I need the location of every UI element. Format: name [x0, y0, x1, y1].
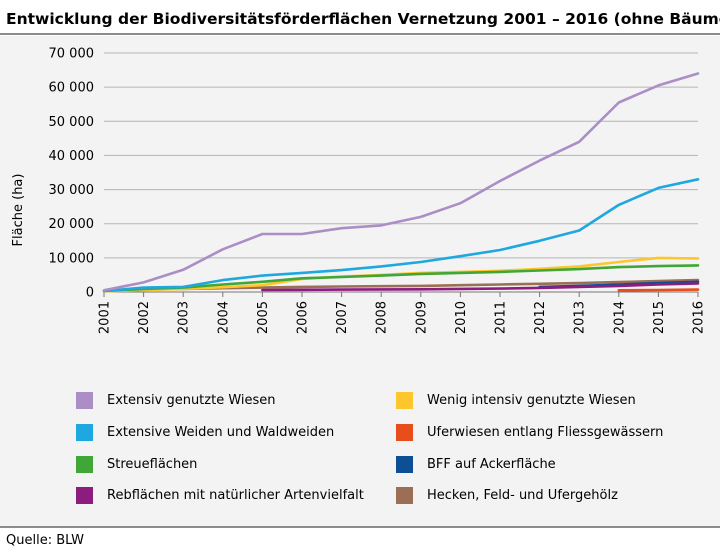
- series-line: [617, 288, 700, 292]
- legend-label: Uferwiesen entlang Fliessgewässern: [427, 424, 664, 440]
- legend-item: Hecken, Feld- und Ufergehölz: [396, 485, 618, 505]
- legend-swatch: [76, 423, 93, 441]
- x-tick-label: 2014: [612, 301, 627, 334]
- legend-swatch: [76, 486, 93, 504]
- legend-swatch: [76, 391, 93, 409]
- legend-swatch: [76, 455, 93, 473]
- legend-item: BFF auf Ackerfläche: [396, 454, 556, 474]
- x-tick-label: 2013: [573, 301, 588, 334]
- x-tick-label: 2007: [335, 301, 350, 334]
- y-axis: 0 10 000 20 000 30 000 40 000 50 000 60 000 70 …: [49, 47, 95, 301]
- x-tick-label: 2004: [216, 301, 231, 334]
- y-tick-label: 0: [86, 286, 94, 301]
- chart-title: Entwicklung der Biodiversitätsförderfläc…: [6, 10, 720, 28]
- x-tick-label: 2016: [692, 301, 707, 334]
- legend-swatch: [396, 423, 413, 441]
- y-tick-label: 30 000: [49, 183, 95, 198]
- legend: Extensiv genutzte Wiesen Wenig intensiv …: [76, 385, 686, 515]
- legend-item: Uferwiesen entlang Fliessgewässern: [396, 422, 663, 442]
- legend-item: Streueflächen: [76, 454, 197, 474]
- y-tick-label: 60 000: [49, 81, 95, 96]
- y-axis-label: Fläche (ha): [11, 174, 26, 247]
- legend-item: Wenig intensiv genutzte Wiesen: [396, 390, 636, 410]
- legend-label: BFF auf Ackerfläche: [427, 456, 556, 472]
- source-note: Quelle: BLW: [6, 533, 85, 548]
- x-tick-label: 2008: [375, 301, 390, 334]
- y-tick-label: 20 000: [49, 217, 95, 232]
- y-tick-label: 70 000: [49, 47, 95, 62]
- legend-label: Streueflächen: [107, 456, 198, 472]
- legend-label: Hecken, Feld- und Ufergehölz: [427, 487, 618, 503]
- x-tick-label: 2003: [177, 301, 192, 334]
- series-line: [102, 72, 700, 292]
- line-chart: 0 10 000 20 000 30 000 40 000 50 000 60 000 70 …: [11, 47, 707, 335]
- y-tick-label: 40 000: [49, 149, 95, 164]
- gridlines: [104, 52, 698, 293]
- x-tick-label: 2012: [533, 301, 548, 334]
- x-axis: 2001 2002 2003 2004 2005 2006 2007 2008 2009 2010…: [98, 291, 707, 334]
- chart-panel: [0, 36, 720, 526]
- bottom-divider: [0, 526, 720, 528]
- series-line: [102, 178, 700, 293]
- series-lines: [102, 72, 700, 293]
- x-tick-label: 2006: [296, 301, 311, 334]
- legend-label: Extensiv genutzte Wiesen: [107, 392, 276, 408]
- series-line: [261, 282, 700, 292]
- x-tick-label: 2001: [98, 301, 113, 334]
- series-line: [102, 264, 700, 293]
- y-tick-label: 50 000: [49, 115, 95, 130]
- x-tick-label: 2015: [652, 301, 667, 334]
- y-tick-label: 10 000: [49, 251, 95, 266]
- title-divider: [0, 33, 720, 35]
- x-tick-label: 2002: [137, 301, 152, 334]
- x-tick-label: 2009: [414, 301, 429, 334]
- legend-item: Rebflächen mit natürlicher Artenvielfalt: [76, 485, 364, 505]
- legend-item: Extensive Weiden und Waldweiden: [76, 422, 334, 442]
- x-tick-label: 2010: [454, 301, 469, 334]
- legend-swatch: [396, 391, 413, 409]
- legend-swatch: [396, 486, 413, 504]
- legend-label: Rebflächen mit natürlicher Artenvielfalt: [107, 487, 364, 503]
- legend-label: Wenig intensiv genutzte Wiesen: [427, 392, 636, 408]
- legend-swatch: [396, 455, 413, 473]
- x-tick-label: 2011: [494, 301, 509, 334]
- legend-item: Extensiv genutzte Wiesen: [76, 390, 276, 410]
- legend-label: Extensive Weiden und Waldweiden: [107, 424, 335, 440]
- x-tick-label: 2005: [256, 301, 271, 334]
